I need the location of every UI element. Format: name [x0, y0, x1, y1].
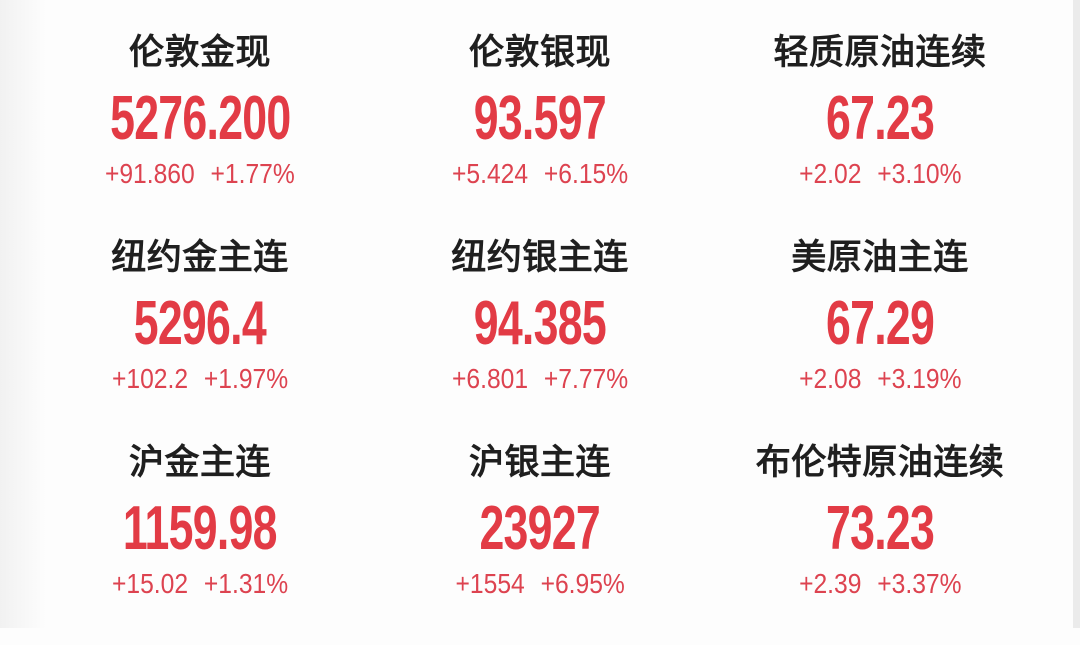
quote-price: 67.23 — [825, 83, 935, 153]
quote-name: 沪金主连 — [128, 443, 271, 482]
quote-card-light-crude-cont[interactable]: 轻质原油连续 67.23 +2.02 +3.10% — [680, 30, 1080, 235]
quote-change-pct: +6.15% — [543, 157, 629, 189]
quote-price: 93.597 — [473, 83, 607, 153]
quote-card-ny-silver-main[interactable]: 纽约银主连 94.385 +6.801 +7.77% — [400, 235, 680, 440]
quote-name: 美原油主连 — [791, 238, 969, 277]
quote-change-row: +2.39 +3.37% — [799, 567, 961, 601]
quote-change: +91.860 — [105, 157, 195, 189]
quote-change-row: +15.02 +1.31% — [112, 567, 288, 601]
quote-change-row: +2.08 +3.19% — [799, 362, 961, 396]
quote-card-sh-silver-main[interactable]: 沪银主连 23927 +1554 +6.95% — [400, 440, 680, 645]
quote-change-pct: +6.95% — [540, 567, 625, 599]
quote-change-row: +2.02 +3.10% — [799, 157, 961, 191]
quote-change: +2.39 — [798, 567, 862, 599]
quote-change: +6.801 — [451, 362, 528, 394]
quote-change-row: +6.801 +7.77% — [452, 362, 628, 396]
quote-change-pct: +3.37% — [876, 567, 962, 599]
quote-price: 67.29 — [825, 288, 935, 358]
quote-change-pct: +1.77% — [210, 157, 295, 189]
quote-name: 纽约银主连 — [451, 238, 629, 277]
quote-change-row: +5.424 +6.15% — [452, 157, 628, 191]
quote-card-london-gold[interactable]: 伦敦金现 5276.200 +91.860 +1.77% — [0, 30, 400, 235]
quote-name: 沪银主连 — [468, 443, 611, 482]
quote-change-pct: +3.19% — [876, 362, 962, 394]
quote-card-sh-gold-main[interactable]: 沪金主连 1159.98 +15.02 +1.31% — [0, 440, 400, 645]
quote-name: 纽约金主连 — [111, 238, 289, 277]
quote-price: 23927 — [479, 493, 601, 563]
quote-change-pct: +7.77% — [543, 362, 629, 394]
quote-card-brent-crude-cont[interactable]: 布伦特原油连续 73.23 +2.39 +3.37% — [680, 440, 1080, 645]
quote-name: 伦敦银现 — [468, 33, 611, 72]
quote-change-pct: +3.10% — [876, 157, 962, 189]
quote-card-london-silver[interactable]: 伦敦银现 93.597 +5.424 +6.15% — [400, 30, 680, 235]
quote-change: +15.02 — [111, 567, 188, 599]
quote-change-pct: +1.97% — [203, 362, 289, 394]
quote-name: 伦敦金现 — [128, 33, 271, 72]
quote-price: 94.385 — [473, 288, 607, 358]
quote-change-row: +1554 +6.95% — [455, 567, 624, 601]
quote-price: 5296.4 — [133, 288, 267, 358]
quote-card-us-crude-main[interactable]: 美原油主连 67.29 +2.08 +3.19% — [680, 235, 1080, 440]
quote-name: 布伦特原油连续 — [755, 443, 1005, 482]
quote-change-row: +91.860 +1.77% — [105, 157, 295, 191]
quote-name: 轻质原油连续 — [773, 33, 987, 72]
quote-price: 5276.200 — [109, 83, 291, 153]
quote-card-ny-gold-main[interactable]: 纽约金主连 5296.4 +102.2 +1.97% — [0, 235, 400, 440]
quote-change: +2.02 — [798, 157, 862, 189]
quote-change: +5.424 — [451, 157, 528, 189]
quote-change: +2.08 — [798, 362, 862, 394]
quote-change: +1554 — [455, 567, 525, 599]
quote-price: 73.23 — [825, 493, 935, 563]
quote-price: 1159.98 — [123, 493, 278, 563]
quote-change: +102.2 — [111, 362, 188, 394]
quote-change-row: +102.2 +1.97% — [112, 362, 288, 396]
quote-change-pct: +1.31% — [203, 567, 289, 599]
